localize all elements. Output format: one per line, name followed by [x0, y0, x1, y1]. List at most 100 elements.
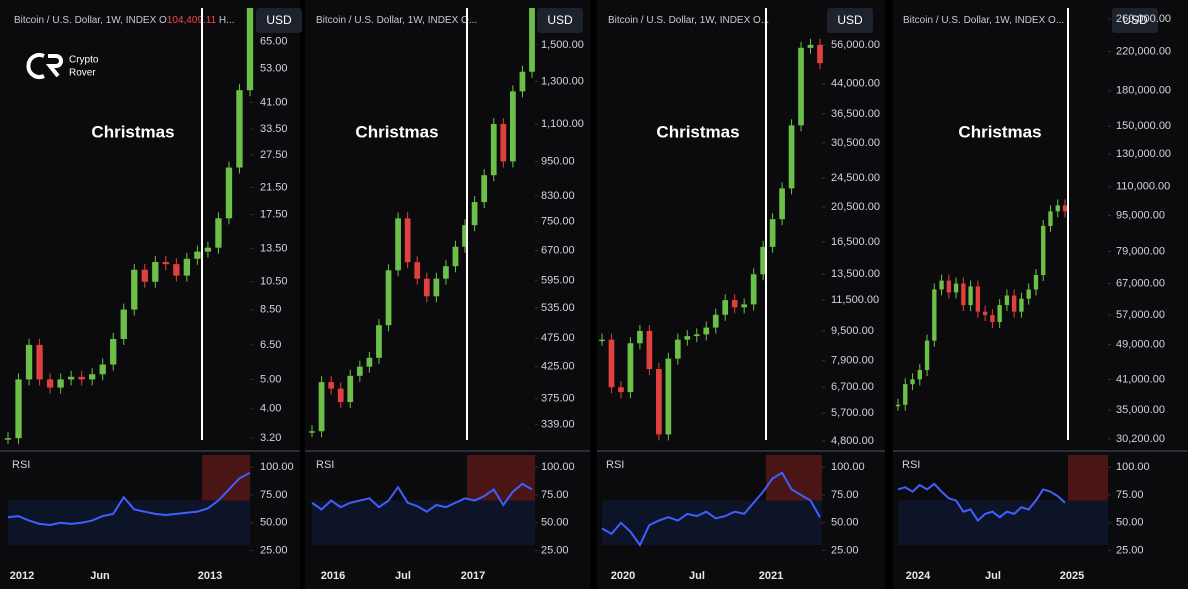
candle: [131, 269, 138, 310]
rsi-tick-label: 25.00: [260, 544, 288, 556]
x-tick-label: Jul: [689, 570, 705, 582]
y-tick-label: 3.20: [260, 432, 281, 444]
y-tick-label: 6,700.00: [831, 381, 874, 393]
candle: [703, 327, 710, 335]
rsi-line: [897, 482, 1066, 523]
candle: [741, 304, 748, 308]
chart-header: Bitcoin / U.S. Dollar, 1W, INDEX O...: [903, 15, 1064, 26]
y-tick-label: 9,500.00: [831, 325, 874, 337]
y-tick-label: 110,000.00: [1116, 181, 1170, 193]
candle: [722, 300, 729, 315]
candle: [817, 44, 823, 64]
candle: [462, 225, 468, 247]
y-tick-label: 375.00: [541, 393, 575, 405]
x-tick-label: Jul: [985, 570, 1001, 582]
y-tick-label: 44,000.00: [831, 78, 880, 90]
candle: [760, 246, 766, 275]
y-tick-label: 4.00: [260, 403, 281, 415]
candle: [618, 387, 624, 393]
rsi-tick-label: 50.00: [1116, 517, 1144, 529]
logo-text: Rover: [69, 68, 96, 79]
candle: [215, 218, 222, 248]
currency-label: USD: [266, 13, 292, 27]
rsi-tick-label: 25.00: [831, 544, 859, 556]
y-tick-label: 30,200.00: [1116, 433, 1165, 445]
y-tick-label: 4,800.00: [831, 435, 874, 447]
y-tick-label: 36,500.00: [831, 108, 880, 120]
candle: [356, 366, 363, 376]
chart-header: Bitcoin / U.S. Dollar, 1W, INDEX O...: [316, 15, 477, 26]
y-tick-label: 1,500.00: [541, 39, 584, 51]
candle: [452, 246, 459, 267]
currency-label: USD: [1122, 13, 1148, 27]
currency-button: [827, 8, 873, 33]
chart-header: Bitcoin / U.S. Dollar, 1W, INDEX O104,40…: [14, 15, 234, 26]
panel-background: [597, 0, 885, 589]
candle: [750, 274, 757, 305]
candle: [78, 376, 85, 380]
rsi-label: RSI: [606, 459, 624, 471]
candle: [15, 379, 22, 439]
y-tick-label: 95,000.00: [1116, 209, 1165, 221]
rsi-band: [602, 500, 822, 545]
x-tick-label: Jul: [395, 570, 411, 582]
x-tick-label: 2013: [198, 570, 222, 582]
y-tick-label: 16,500.00: [831, 236, 880, 248]
candle: [990, 315, 995, 323]
candle: [982, 311, 988, 316]
rsi-tick-label: 75.00: [541, 489, 569, 501]
y-tick-label: 130,000.00: [1116, 148, 1171, 160]
y-tick-label: 11,500.00: [831, 294, 879, 306]
candle: [376, 325, 382, 358]
y-tick-label: 425.00: [541, 361, 575, 373]
candle: [67, 376, 75, 380]
candle: [433, 278, 440, 297]
candle: [519, 71, 526, 92]
candle: [1004, 295, 1010, 306]
currency-button: [256, 8, 302, 33]
y-tick-label: 49,000.00: [1116, 338, 1165, 350]
candles: [309, 8, 535, 438]
header-title: Bitcoin / U.S. Dollar, 1W, INDEX O...: [316, 15, 477, 26]
x-tick-label: Jun: [90, 570, 110, 582]
logo-text: Crypto: [69, 55, 99, 66]
candle: [779, 188, 785, 220]
candle: [903, 384, 908, 405]
y-tick-label: 595.00: [541, 275, 575, 287]
rsi-label: RSI: [12, 459, 30, 471]
candle: [318, 382, 325, 432]
y-tick-label: 33.50: [260, 123, 288, 135]
candle: [471, 202, 478, 226]
y-tick-label: 21.50: [260, 181, 288, 193]
y-tick-label: 10.50: [260, 276, 288, 288]
candle: [997, 305, 1002, 323]
candle: [194, 251, 201, 259]
panel-background: [305, 0, 590, 589]
y-tick-label: 27.50: [260, 149, 288, 161]
y-tick-label: 30,500.00: [831, 137, 880, 149]
candle: [152, 261, 159, 282]
currency-label: USD: [837, 13, 863, 27]
y-tick-label: 56,000.00: [831, 39, 880, 51]
currency-label: USD: [547, 13, 573, 27]
y-tick-label: 6.50: [260, 339, 281, 351]
candle: [337, 388, 344, 403]
candle: [246, 8, 254, 91]
candle: [924, 340, 930, 371]
rsi-tick-label: 25.00: [1116, 544, 1144, 556]
candle: [895, 404, 901, 407]
candle: [99, 364, 106, 375]
candle: [939, 280, 944, 290]
candle: [225, 167, 233, 219]
x-tick-label: 2024: [906, 570, 931, 582]
candle: [36, 344, 43, 380]
candle: [769, 219, 776, 247]
y-tick-label: 1,100.00: [541, 118, 584, 130]
y-tick-label: 260,000.00: [1116, 13, 1171, 25]
candle: [173, 264, 180, 276]
y-tick-label: 5,700.00: [831, 407, 874, 419]
y-tick-label: 950.00: [541, 155, 575, 167]
candle: [414, 262, 421, 279]
candle: [1048, 211, 1053, 226]
candle: [975, 286, 981, 312]
